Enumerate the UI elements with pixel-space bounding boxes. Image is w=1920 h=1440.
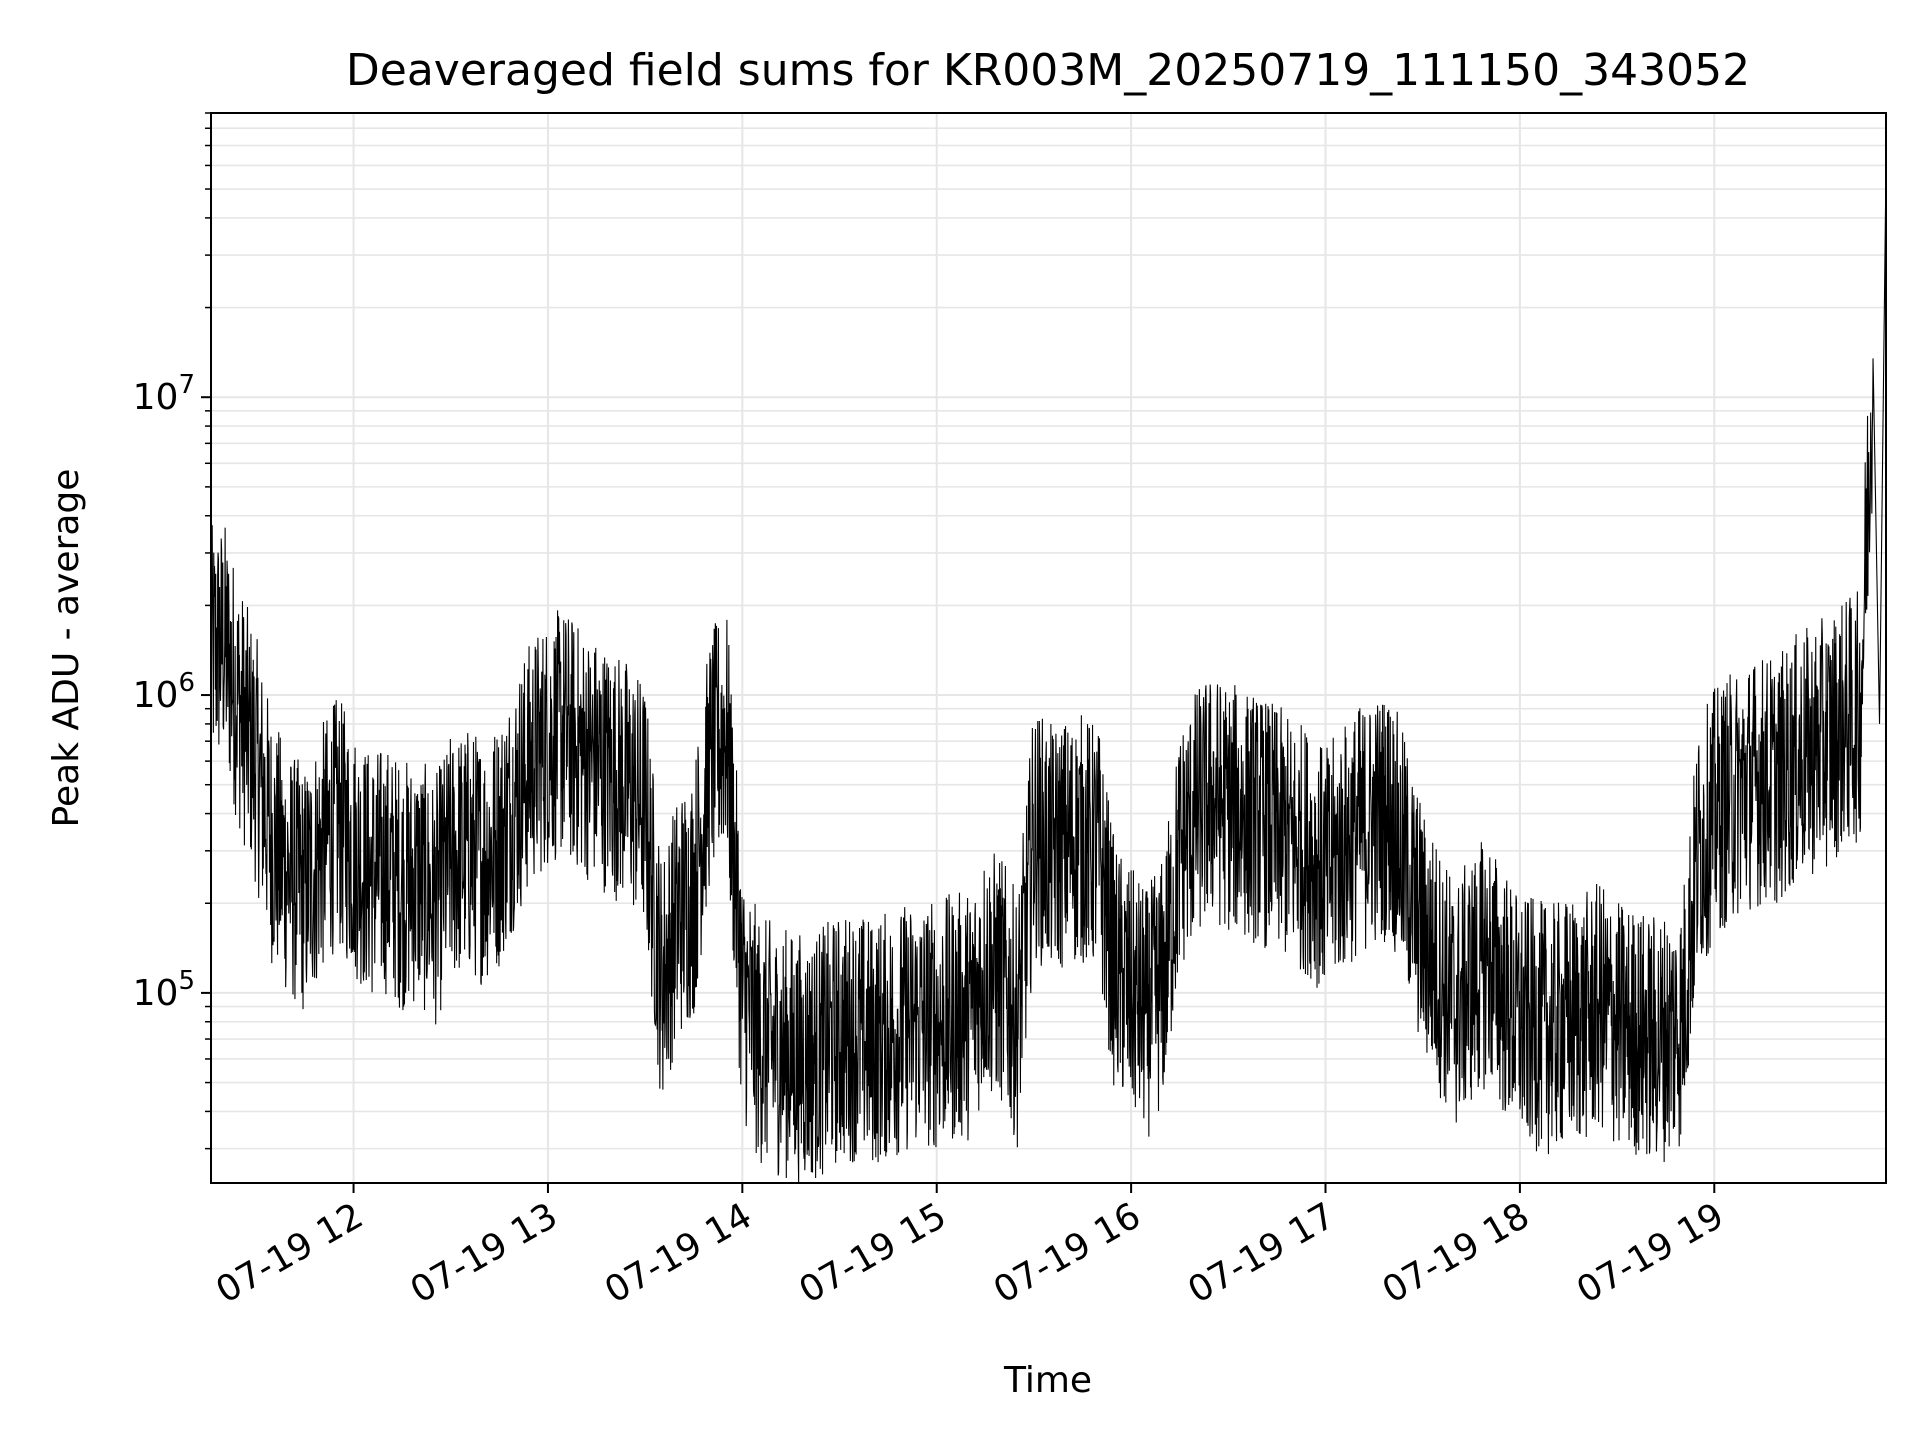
y-axis: 105 106 107 [133,112,211,1150]
series-line [211,165,1886,1183]
y-axis-label: Peak ADU - average [46,469,87,828]
y-tick-label: 105 [133,966,195,1014]
y-tick-label: 106 [133,668,195,716]
plot-frame [210,112,1887,1184]
chart-title: Deaveraged field sums for KR003M_2025071… [346,45,1750,96]
plot-area [211,165,1886,1183]
y-tick-label: 107 [133,370,195,418]
x-axis-label: Time [1003,1360,1092,1401]
